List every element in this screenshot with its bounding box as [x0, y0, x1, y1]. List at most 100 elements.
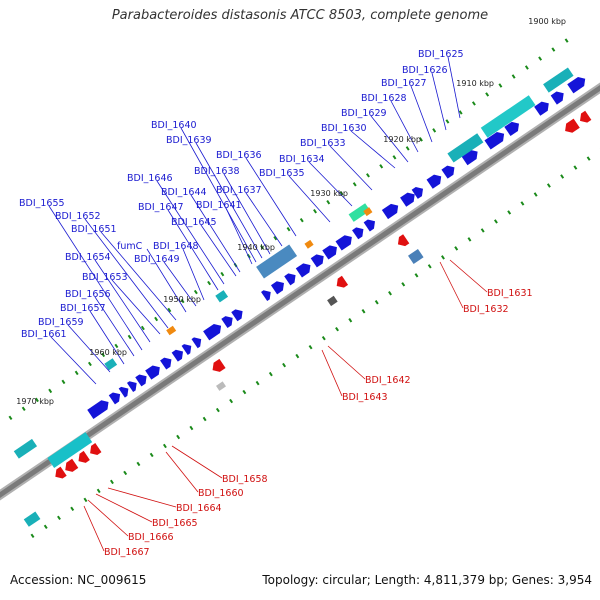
tick-dot: [101, 352, 106, 358]
tick-dot: [308, 344, 313, 350]
reverse-gene: [565, 118, 580, 133]
label-leader: [165, 451, 199, 493]
tick-dot: [295, 353, 300, 359]
tick-dot: [87, 361, 92, 367]
tick-dot: [61, 379, 66, 385]
backbone-line: [0, 84, 600, 499]
tick-dot: [286, 226, 291, 232]
label-leader: [163, 261, 197, 307]
forward-gene: [441, 165, 455, 179]
forward-gene-label: fumC: [117, 241, 143, 252]
forward-gene: [484, 131, 505, 150]
forward-gene-label: BDI_1637: [216, 185, 262, 196]
tick-dot: [48, 388, 53, 394]
tick-dot: [352, 182, 357, 187]
label-leader: [87, 499, 129, 537]
kbp-label: 1900 kbp: [528, 17, 566, 26]
orange-feature: [304, 239, 314, 249]
tick-dot: [215, 407, 220, 413]
reverse-gene: [336, 275, 349, 288]
feature-block: [327, 295, 338, 307]
forward-gene: [310, 254, 324, 268]
forward-gene-label: BDI_1657: [60, 303, 106, 314]
tick-dot: [30, 533, 35, 539]
label-leader: [167, 209, 219, 291]
forward-gene: [191, 337, 202, 349]
forward-gene-label: BDI_1630: [321, 123, 367, 134]
forward-gene-label: BDI_1641: [196, 200, 242, 211]
forward-gene: [411, 186, 424, 199]
tick-dot: [176, 434, 181, 440]
tick-dot: [136, 461, 141, 467]
tick-dot: [427, 264, 432, 269]
forward-gene-label: BDI_1656: [65, 289, 111, 300]
label-leader: [84, 218, 169, 329]
forward-gene-label: BDI_1644: [161, 187, 207, 198]
orange-feature: [166, 325, 177, 336]
tick-dot: [507, 210, 512, 215]
label-leader: [171, 445, 223, 479]
reverse-gene-label: BDI_1666: [128, 532, 174, 543]
label-leader: [439, 261, 464, 309]
forward-gene-label: BDI_1646: [127, 173, 173, 184]
tick-dot: [511, 74, 516, 79]
tick-dot: [162, 443, 167, 449]
label-leader: [48, 205, 143, 351]
label-leader: [156, 180, 225, 285]
kbp-label: 1930 kbp: [310, 189, 348, 198]
forward-gene: [118, 386, 129, 398]
forward-gene: [381, 203, 399, 220]
label-leader: [94, 296, 135, 357]
forward-gene-label: BDI_1634: [279, 154, 325, 165]
feature-block: [408, 248, 424, 264]
kbp-label: 1920 kbp: [383, 135, 421, 144]
kbp-marks: 1900 kbp 1910 kbp 1920 kbp 1930 kbp 1940 kbp…: [16, 17, 566, 406]
tick-dot: [348, 318, 353, 323]
tick-dot: [414, 273, 419, 278]
tick-dot: [546, 183, 551, 188]
rna-feature: [104, 358, 118, 371]
tick-dot: [189, 425, 194, 431]
tick-dot: [458, 110, 463, 115]
tick-dot: [140, 325, 145, 331]
label-leader: [225, 207, 253, 265]
forward-gene: [231, 309, 243, 322]
reverse-gene-label: BDI_1642: [365, 375, 411, 386]
label-leader: [327, 345, 366, 380]
forward-gene: [400, 192, 415, 207]
label-leader: [449, 259, 488, 293]
orange-feature: [363, 207, 373, 217]
tick-dot: [573, 165, 578, 170]
forward-gene-label: BDI_1638: [194, 166, 240, 177]
forward-gene: [534, 101, 549, 116]
tick-dot: [74, 370, 79, 376]
label-leader: [245, 157, 297, 237]
tick-dot: [551, 47, 556, 52]
tick-dot: [35, 397, 39, 403]
tick-dot: [335, 326, 339, 332]
forward-gene: [567, 76, 586, 94]
reverse-gene-label: BDI_1660: [198, 488, 244, 499]
forward-gene: [550, 91, 564, 105]
forward-gene: [171, 349, 184, 362]
tick-dot: [229, 398, 234, 404]
reverse-gene-label: BDI_1643: [342, 392, 388, 403]
forward-gene: [160, 357, 172, 370]
forward-gene-label: BDI_1633: [300, 138, 346, 149]
tick-dot: [255, 380, 260, 386]
tick-dot: [273, 235, 278, 241]
rna-feature: [480, 95, 536, 138]
label-leader: [83, 505, 105, 552]
tick-marks: [8, 38, 600, 539]
tick-dot: [43, 524, 48, 530]
forward-gene: [363, 219, 376, 232]
label-leader: [321, 349, 343, 397]
reverse-gene-label: BDI_1667: [104, 547, 150, 558]
tick-dot: [282, 362, 287, 368]
reverse-gene: [580, 110, 592, 123]
rna-feature: [215, 290, 229, 303]
tick-dot: [109, 479, 114, 485]
label-leader: [67, 324, 111, 373]
map-title: Parabacteroides distasonis ATCC 8503, co…: [111, 8, 489, 23]
tick-dot: [260, 244, 265, 250]
